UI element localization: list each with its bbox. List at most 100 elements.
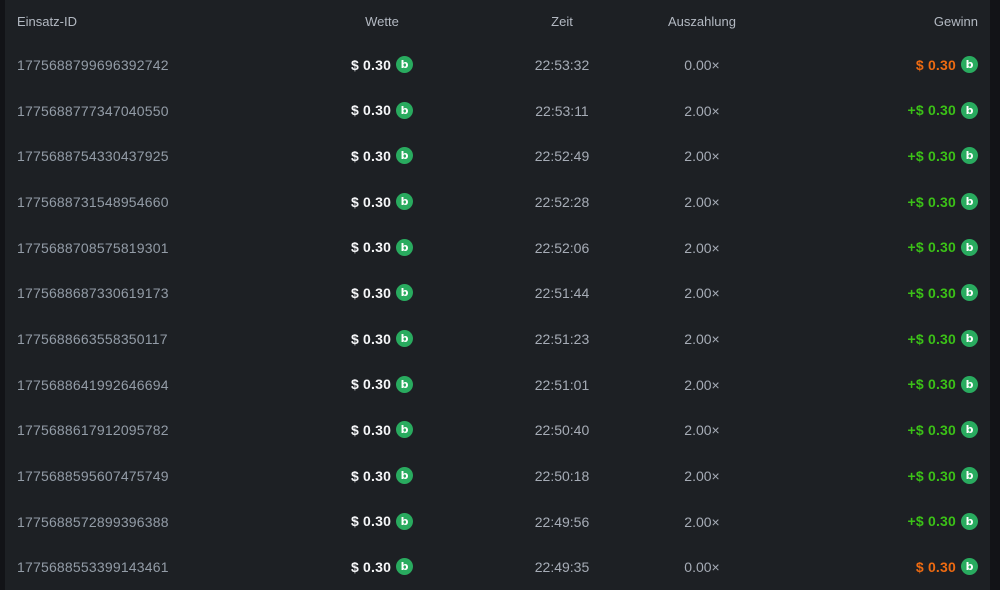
bet-row[interactable]: 1775688572899396388 $ 0.30 b 22:49:56 2.… (5, 499, 990, 545)
bet-payout-multiplier: 2.00× (684, 330, 720, 347)
bet-profit: +$ 0.30 (907, 193, 956, 210)
bcd-coin-icon: b (961, 512, 978, 530)
bet-amount: $ 0.30 (350, 330, 392, 347)
bet-profit: $ 0.30 (915, 558, 956, 575)
bet-id[interactable]: 1775688777347040550 (17, 102, 169, 119)
bet-payout-multiplier: 2.00× (684, 422, 720, 439)
bet-profit: $ 0.30 (915, 56, 956, 73)
bcd-coin-icon: b (396, 330, 414, 348)
bet-amount: $ 0.30 (350, 467, 392, 484)
column-header-gewinn: Gewinn (933, 13, 978, 29)
bet-row[interactable]: 1775688595607475749 $ 0.30 b 22:50:18 2.… (5, 453, 990, 499)
bet-id[interactable]: 1775688731548954660 (17, 193, 169, 210)
bet-id[interactable]: 1775688799696392742 (17, 56, 169, 73)
bet-profit: +$ 0.30 (907, 239, 956, 256)
bcd-coin-icon: b (961, 193, 978, 211)
bet-time: 22:50:40 (534, 422, 590, 439)
bet-history-table: Einsatz-ID Wette Zeit Auszahlung Gewinn … (5, 0, 990, 590)
bet-id[interactable]: 1775688708575819301 (17, 239, 169, 256)
bet-profit: +$ 0.30 (907, 284, 956, 301)
bet-row[interactable]: 1775688617912095782 $ 0.30 b 22:50:40 2.… (5, 407, 990, 453)
bcd-coin-icon: b (396, 193, 414, 211)
bet-time: 22:51:01 (534, 376, 590, 393)
bet-time: 22:51:44 (534, 285, 590, 302)
column-header-auszahlung: Auszahlung (668, 13, 736, 29)
bet-row[interactable]: 1775688553399143461 $ 0.30 b 22:49:35 0.… (5, 544, 990, 590)
bet-payout-multiplier: 2.00× (684, 513, 720, 530)
bet-id[interactable]: 1775688687330619173 (17, 285, 169, 302)
bcd-coin-icon: b (961, 147, 978, 165)
bet-amount: $ 0.30 (350, 558, 392, 575)
bet-profit: +$ 0.30 (907, 421, 956, 438)
bet-payout-multiplier: 2.00× (684, 467, 720, 484)
bet-amount: $ 0.30 (350, 56, 392, 73)
bcd-coin-icon: b (961, 238, 978, 256)
bcd-coin-icon: b (396, 467, 414, 485)
bet-row[interactable]: 1775688663558350117 $ 0.30 b 22:51:23 2.… (5, 316, 990, 362)
bet-profit: +$ 0.30 (907, 376, 956, 393)
bcd-coin-icon: b (396, 284, 414, 302)
bet-payout-multiplier: 0.00× (684, 56, 720, 73)
bet-time: 22:52:28 (534, 193, 590, 210)
bet-row[interactable]: 1775688799696392742 $ 0.30 b 22:53:32 0.… (5, 42, 990, 88)
bcd-coin-icon: b (961, 101, 978, 119)
bcd-coin-icon: b (961, 330, 978, 348)
bet-payout-multiplier: 2.00× (684, 376, 720, 393)
bet-amount: $ 0.30 (350, 376, 392, 393)
bcd-coin-icon: b (396, 147, 414, 165)
table-body: 1775688799696392742 $ 0.30 b 22:53:32 0.… (5, 42, 990, 590)
bet-time: 22:53:11 (535, 102, 589, 119)
bet-amount: $ 0.30 (350, 193, 392, 210)
bcd-coin-icon: b (396, 512, 414, 530)
bcd-coin-icon: b (396, 421, 414, 439)
column-header-einsatz-id: Einsatz-ID (17, 13, 77, 29)
bet-time: 22:52:06 (534, 239, 590, 256)
bet-id[interactable]: 1775688572899396388 (17, 513, 169, 530)
bcd-coin-icon: b (396, 558, 414, 576)
column-header-wette: Wette (365, 13, 399, 29)
bet-id[interactable]: 1775688663558350117 (17, 330, 168, 347)
bet-row[interactable]: 1775688687330619173 $ 0.30 b 22:51:44 2.… (5, 270, 990, 316)
bet-amount: $ 0.30 (350, 513, 392, 530)
bet-time: 22:49:56 (534, 513, 590, 530)
bet-amount: $ 0.30 (350, 421, 392, 438)
bet-id[interactable]: 1775688617912095782 (17, 422, 169, 439)
bet-row[interactable]: 1775688777347040550 $ 0.30 b 22:53:11 2.… (5, 88, 990, 134)
bet-payout-multiplier: 0.00× (684, 559, 720, 576)
bet-amount: $ 0.30 (350, 102, 392, 119)
bet-payout-multiplier: 2.00× (684, 193, 720, 210)
bcd-coin-icon: b (396, 56, 414, 74)
bcd-coin-icon: b (961, 284, 978, 302)
bet-profit: +$ 0.30 (907, 467, 956, 484)
bet-profit: +$ 0.30 (907, 147, 956, 164)
bcd-coin-icon: b (396, 238, 414, 256)
bet-id[interactable]: 1775688595607475749 (17, 467, 169, 484)
bet-id[interactable]: 1775688641992646694 (17, 376, 169, 393)
table-header-row: Einsatz-ID Wette Zeit Auszahlung Gewinn (5, 0, 990, 42)
bet-payout-multiplier: 2.00× (684, 102, 720, 119)
bet-payout-multiplier: 2.00× (684, 239, 720, 256)
bet-id[interactable]: 1775688553399143461 (17, 559, 169, 576)
bet-row[interactable]: 1775688708575819301 $ 0.30 b 22:52:06 2.… (5, 225, 990, 271)
bcd-coin-icon: b (961, 467, 978, 485)
bet-row[interactable]: 1775688754330437925 $ 0.30 b 22:52:49 2.… (5, 133, 990, 179)
bet-amount: $ 0.30 (350, 284, 392, 301)
bcd-coin-icon: b (961, 56, 978, 74)
bet-time: 22:50:18 (534, 467, 590, 484)
bet-payout-multiplier: 2.00× (684, 148, 720, 165)
bet-time: 22:53:32 (534, 56, 590, 73)
bet-time: 22:51:23 (534, 330, 590, 347)
bcd-coin-icon: b (961, 375, 978, 393)
bcd-coin-icon: b (396, 375, 414, 393)
bet-time: 22:49:35 (534, 559, 590, 576)
bcd-coin-icon: b (961, 421, 978, 439)
bcd-coin-icon: b (961, 558, 978, 576)
bcd-coin-icon: b (396, 101, 414, 119)
bet-profit: +$ 0.30 (907, 330, 956, 347)
bet-row[interactable]: 1775688731548954660 $ 0.30 b 22:52:28 2.… (5, 179, 990, 225)
column-header-zeit: Zeit (551, 13, 573, 29)
bet-payout-multiplier: 2.00× (684, 285, 720, 302)
bet-profit: +$ 0.30 (907, 513, 956, 530)
bet-row[interactable]: 1775688641992646694 $ 0.30 b 22:51:01 2.… (5, 362, 990, 408)
bet-id[interactable]: 1775688754330437925 (17, 148, 169, 165)
